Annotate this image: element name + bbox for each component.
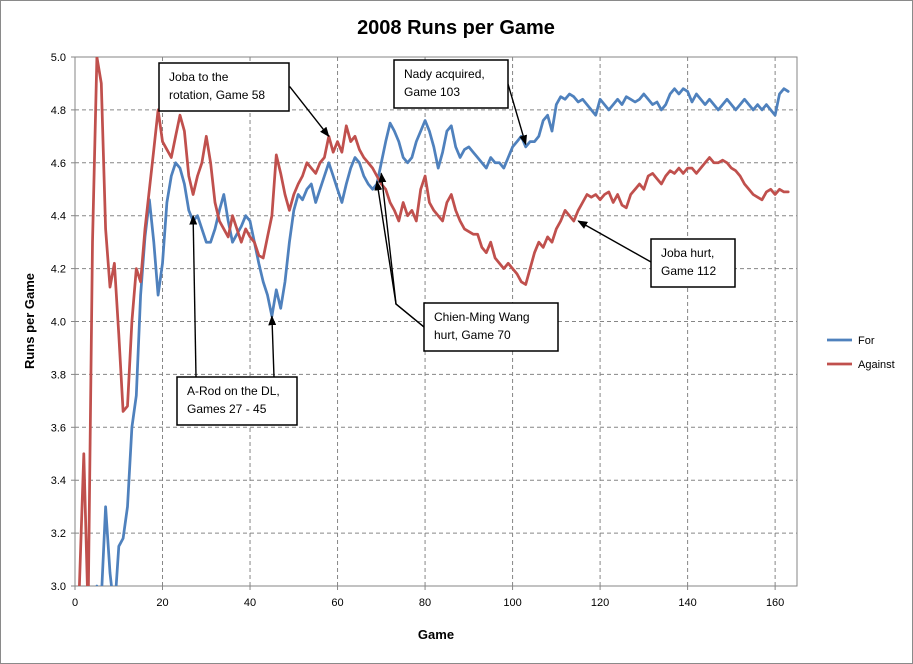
x-tick-label: 120 [591, 597, 609, 609]
annotation-nady: Nady acquired, Game 103 [393, 59, 528, 146]
annotation-arrow [289, 86, 330, 138]
annotation-wang: Chien-Ming Wang hurt, Game 70 [374, 172, 559, 352]
y-tick-label: 4.2 [51, 264, 66, 276]
annotation-text: Nady acquired, [404, 67, 485, 81]
x-axis-title: Game [418, 627, 454, 642]
x-axis-ticks: 0 20 40 60 80 100 120 140 160 [72, 586, 784, 609]
y-tick-label: 3.8 [51, 369, 66, 381]
x-tick-label: 60 [331, 597, 343, 609]
y-tick-label: 5.0 [51, 52, 66, 64]
x-tick-label: 80 [419, 597, 431, 609]
x-tick-label: 160 [766, 597, 784, 609]
legend-label-against: Against [858, 359, 895, 371]
legend: For Against [827, 335, 895, 371]
annotation-joba-hurt: Joba hurt, Game 112 [577, 220, 736, 288]
chart-title: 2008 Runs per Game [357, 17, 555, 39]
annotation-text: Chien-Ming Wang [434, 310, 530, 324]
x-tick-label: 20 [156, 597, 168, 609]
annotation-text: Games 27 - 45 [187, 402, 267, 416]
x-tick-label: 140 [678, 597, 696, 609]
annotation-box [650, 238, 736, 288]
annotation-arrow [577, 220, 652, 263]
y-tick-label: 4.0 [51, 317, 66, 329]
series-lines [78, 57, 790, 586]
annotation-text: Game 112 [661, 264, 716, 278]
annotation-joba-rotation: Joba to the rotation, Game 58 [158, 62, 330, 138]
annotation-arrow [507, 83, 528, 146]
annotation-text: Game 103 [404, 85, 460, 99]
annotation-text: rotation, Game 58 [169, 88, 265, 102]
annotation-arrow [374, 180, 425, 328]
y-tick-label: 3.4 [51, 475, 66, 487]
annotation-text: hurt, Game 70 [434, 328, 511, 342]
annotation-text: A-Rod on the DL, [187, 384, 280, 398]
x-tick-label: 100 [503, 597, 521, 609]
y-tick-label: 4.8 [51, 105, 66, 117]
annotation-text: Joba to the [169, 70, 229, 84]
annotation-arrow [189, 214, 198, 378]
annotation-box [393, 59, 509, 109]
x-tick-label: 40 [244, 597, 256, 609]
legend-label-for: For [858, 335, 875, 347]
x-tick-label: 0 [72, 597, 78, 609]
annotation-arod: A-Rod on the DL, Games 27 - 45 [176, 214, 298, 426]
y-axis-ticks: 3.0 3.2 3.4 3.6 3.8 4.0 4.2 4.4 4.6 4.8 5.0 [51, 52, 75, 593]
y-axis-title: Runs per Game [22, 273, 37, 369]
annotation-text: Joba hurt, [661, 246, 714, 260]
y-tick-label: 3.2 [51, 528, 66, 540]
annotation-box [176, 376, 298, 426]
y-tick-label: 4.4 [51, 211, 66, 223]
series-line-against [78, 57, 790, 586]
annotation-arrow [268, 315, 277, 378]
annotation-box [158, 62, 290, 112]
y-tick-label: 4.6 [51, 158, 66, 170]
annotations: Joba to the rotation, Game 58 Nady acquire… [158, 59, 736, 426]
y-tick-label: 3.6 [51, 422, 66, 434]
series-line-for [78, 87, 790, 586]
y-tick-label: 3.0 [51, 581, 66, 593]
annotation-box [423, 302, 559, 352]
